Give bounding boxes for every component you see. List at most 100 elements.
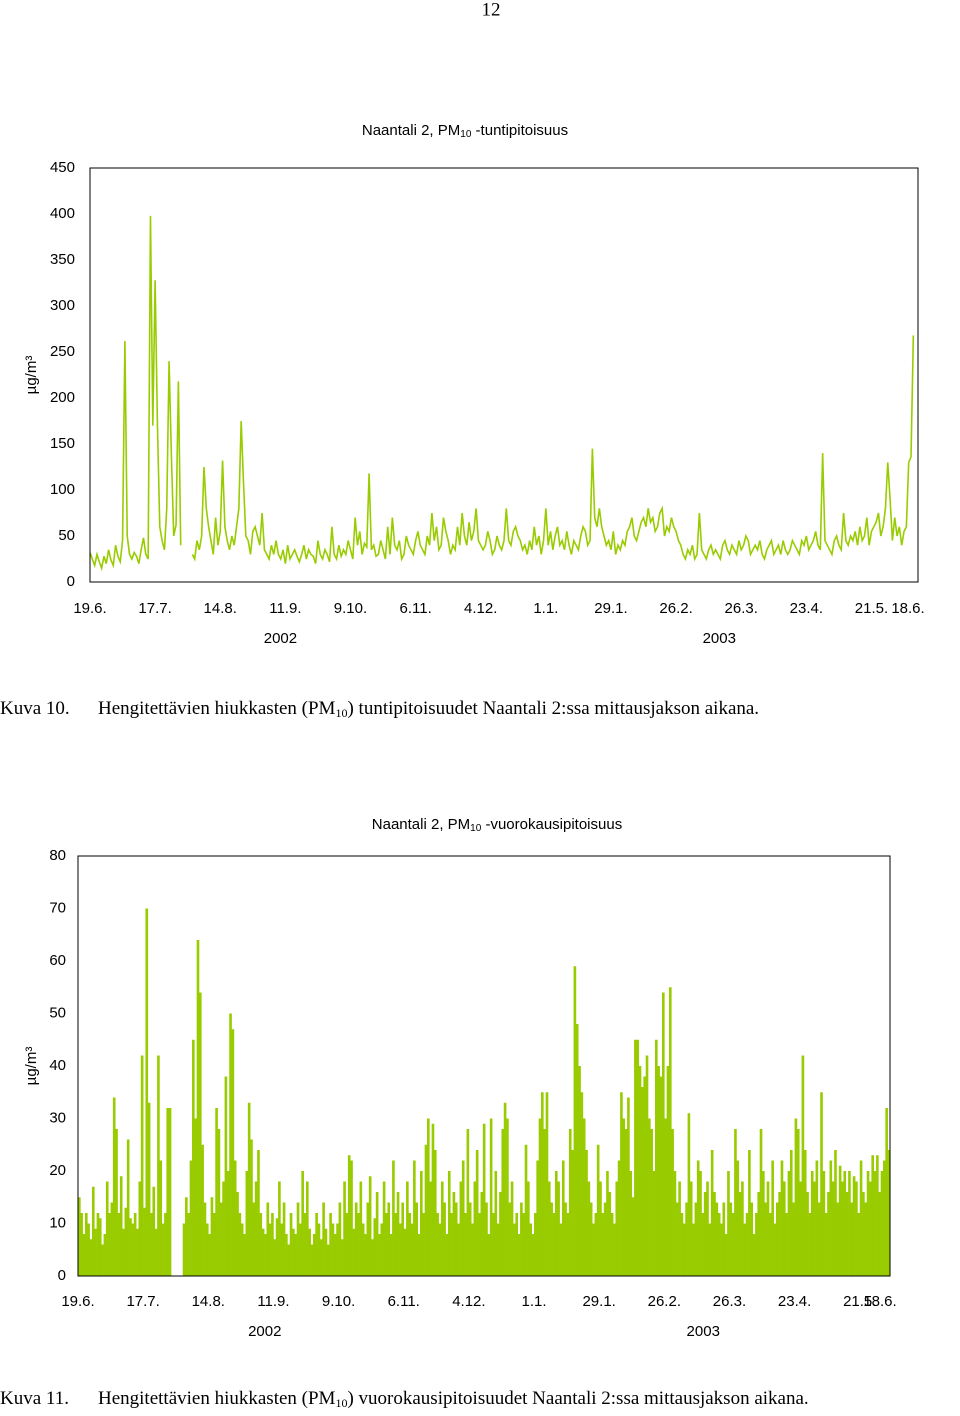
x-tick-label: 9.10. — [322, 1293, 355, 1310]
bar — [755, 1213, 758, 1276]
bar — [666, 1066, 670, 1276]
bar — [129, 1218, 132, 1276]
bar — [815, 1160, 819, 1276]
caption-text: ) tuntipitoisuudet Naantali 2:ssa mittau… — [347, 698, 759, 719]
bar — [762, 1171, 765, 1276]
bar — [694, 1202, 698, 1276]
bar — [571, 1150, 574, 1276]
bar — [796, 1129, 800, 1276]
bar — [541, 1092, 544, 1276]
plot-area — [90, 215, 915, 572]
bar — [580, 1092, 584, 1276]
caption: Kuva 10. Hengitettävien hiukkasten (PM10)… — [0, 698, 759, 719]
bar — [561, 1160, 565, 1276]
bar — [492, 1213, 495, 1276]
bar — [613, 1223, 616, 1276]
bar — [373, 1218, 377, 1276]
chart: Naantali 2, PM10 -tuntipitoisuus µg/m³ 0 50… — [23, 122, 925, 647]
bar — [601, 1213, 605, 1276]
bar — [466, 1129, 470, 1276]
bar — [308, 1228, 311, 1276]
bar — [343, 1181, 346, 1276]
bar — [457, 1223, 460, 1276]
title-text: -vuorokausipitoisuus — [481, 816, 622, 833]
bar — [848, 1171, 851, 1276]
bar — [636, 1039, 640, 1276]
bar — [622, 1118, 626, 1276]
bar — [96, 1213, 100, 1276]
bar — [573, 966, 577, 1276]
x-tick-label: 26.3. — [713, 1293, 746, 1310]
bar — [871, 1155, 875, 1276]
bar — [257, 1150, 260, 1276]
bar — [713, 1192, 716, 1276]
bar — [361, 1223, 365, 1276]
bar — [578, 1066, 581, 1276]
bar — [443, 1202, 446, 1276]
bar — [80, 1213, 83, 1276]
bar — [319, 1239, 323, 1276]
bar — [852, 1176, 856, 1276]
bar — [736, 1160, 740, 1276]
bar — [831, 1181, 835, 1276]
bar — [450, 1213, 453, 1276]
bar — [192, 1039, 195, 1276]
bar — [385, 1213, 388, 1276]
bar — [150, 1213, 153, 1276]
bar — [685, 1202, 688, 1276]
bar — [115, 1129, 118, 1276]
y-axis-label: µg/m³ — [23, 356, 40, 395]
bar — [631, 1197, 635, 1276]
bar — [345, 1213, 349, 1276]
bar — [201, 1144, 204, 1276]
bar — [652, 1171, 656, 1276]
bar — [810, 1171, 814, 1276]
bar — [659, 1076, 663, 1276]
bar — [217, 1129, 221, 1276]
bar — [706, 1181, 709, 1276]
y-tick-label: 200 — [50, 389, 75, 406]
bar — [166, 1108, 170, 1276]
bar — [643, 1076, 647, 1276]
bar — [587, 1181, 591, 1276]
bar — [336, 1223, 339, 1276]
bar — [657, 1066, 660, 1276]
bar — [352, 1228, 356, 1276]
bar — [608, 1192, 612, 1276]
bar — [554, 1171, 558, 1276]
title-text: Naantali 2, PM — [372, 816, 470, 833]
bar — [315, 1213, 318, 1276]
bar — [671, 1129, 674, 1276]
bar — [317, 1223, 321, 1276]
bar — [794, 1118, 798, 1276]
bar — [438, 1223, 442, 1276]
data-line — [90, 215, 182, 572]
year-label: 2002 — [248, 1323, 281, 1340]
bar — [403, 1228, 407, 1276]
bar — [850, 1202, 854, 1276]
caption-sub: 10 — [335, 1396, 347, 1410]
bar — [140, 1055, 144, 1276]
bar — [771, 1160, 774, 1276]
bar — [701, 1213, 705, 1276]
bar — [829, 1160, 833, 1276]
bar — [187, 1213, 190, 1276]
bar — [287, 1244, 291, 1276]
bar — [708, 1223, 712, 1276]
bar — [824, 1213, 828, 1276]
bar — [136, 1228, 139, 1276]
bar — [764, 1202, 767, 1276]
y-tick-label: 400 — [50, 205, 75, 222]
bar — [447, 1171, 451, 1276]
bar — [759, 1129, 763, 1276]
bar — [827, 1192, 830, 1276]
bar — [266, 1202, 270, 1276]
y-tick-label: 50 — [58, 527, 75, 544]
bar — [454, 1202, 458, 1276]
bar — [529, 1223, 532, 1276]
bar — [378, 1234, 381, 1276]
bar — [131, 1223, 135, 1276]
bar — [582, 1118, 586, 1276]
x-tick-label: 11.9. — [257, 1293, 289, 1310]
bar — [243, 1234, 246, 1276]
